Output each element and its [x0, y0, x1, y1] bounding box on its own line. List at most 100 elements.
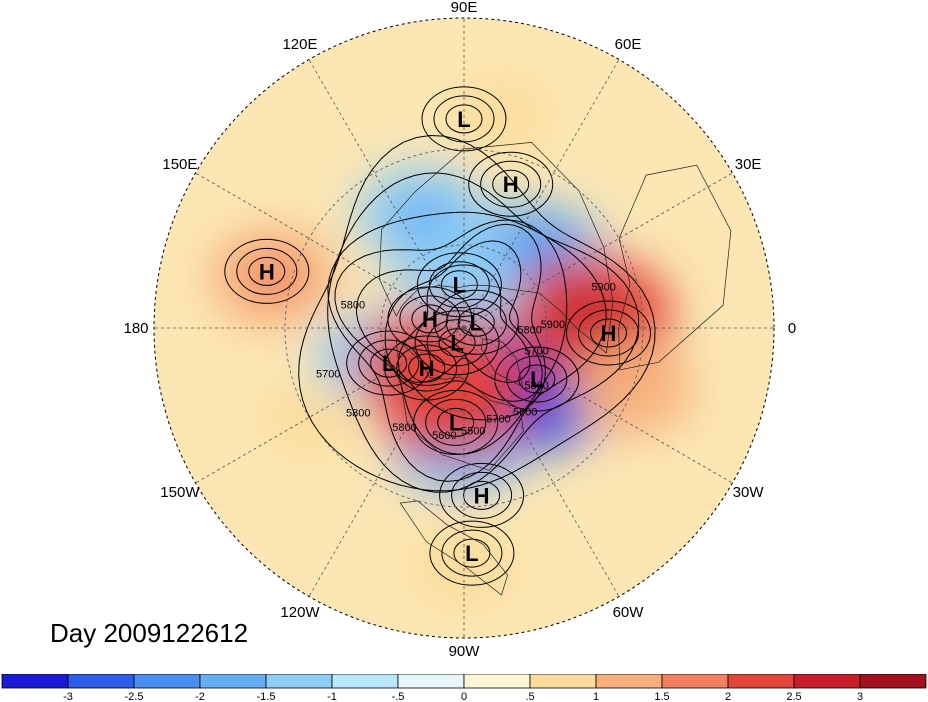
colorbar-tick-label: .5 — [525, 691, 534, 702]
coastline — [379, 142, 614, 354]
colorbar-tick-label: -1 — [327, 691, 337, 702]
closed-contour — [396, 344, 458, 392]
latitude-circle — [380, 244, 548, 412]
colorbar-swatch — [529, 674, 597, 689]
low-pressure-label: L — [465, 541, 478, 566]
meridian-line — [463, 59, 620, 329]
colorbar-swatch — [265, 674, 333, 689]
colorbar-swatch — [331, 674, 399, 689]
colorbar-tick-label: -3 — [63, 691, 73, 702]
closed-contour — [518, 364, 556, 394]
closed-contour — [346, 330, 432, 396]
colorbar-swatch — [793, 674, 861, 689]
colorbar-tick-label: 1 — [593, 691, 599, 702]
colorbar-tick-label: 0 — [461, 691, 467, 702]
contour-value-label: 5700 — [486, 414, 510, 426]
closed-contour — [384, 335, 470, 401]
contour-value-label: 5800 — [517, 325, 541, 337]
contour-value-label: 5600 — [432, 430, 456, 442]
map-boundary — [153, 17, 775, 639]
high-pressure-label: H — [259, 259, 275, 284]
colorbar-swatch — [199, 674, 267, 689]
closed-contour — [433, 289, 519, 355]
contour-labels: 5800570058005600570055005600580058005700… — [316, 282, 616, 443]
colorbar-swatch — [67, 674, 135, 689]
anomaly-blob — [450, 75, 553, 153]
contour-value-label: 5900 — [541, 319, 565, 331]
closed-contour — [578, 309, 639, 357]
closed-contour — [399, 295, 461, 343]
longitude-label: 30E — [735, 156, 762, 173]
height-contour — [397, 264, 531, 383]
high-pressure-label: H — [503, 172, 519, 197]
colorbar-tick-label: -.5 — [392, 691, 405, 702]
low-pressure-label: L — [382, 351, 395, 376]
closed-contour — [468, 151, 554, 217]
longitude-label: 120E — [282, 36, 317, 53]
closed-contour — [358, 339, 420, 387]
contour-value-label: 5500 — [461, 425, 485, 437]
longitude-label: 0 — [788, 320, 796, 337]
meridian-line — [463, 327, 733, 484]
closed-contour — [457, 307, 495, 337]
contour-value-label: 5800 — [392, 422, 416, 434]
coastline — [395, 339, 524, 471]
closed-contour — [426, 319, 488, 367]
colorbar-swatch — [595, 674, 663, 689]
high-pressure-label: H — [474, 483, 490, 508]
closed-contour — [445, 298, 507, 346]
longitude-label: 150W — [160, 484, 200, 501]
height-contours — [224, 86, 656, 586]
longitude-label: 30W — [733, 484, 765, 501]
colorbar-tick-label: -2.5 — [125, 691, 144, 702]
anomaly-core — [553, 288, 631, 346]
colorbar-swatch — [463, 674, 531, 689]
contour-value-label: 5900 — [591, 282, 615, 294]
meridian-line — [463, 172, 733, 329]
closed-contour — [408, 353, 446, 383]
colorbar-swatch — [1, 674, 69, 689]
closed-contour — [566, 300, 651, 366]
low-pressure-label: L — [450, 331, 463, 356]
meridian-line — [195, 327, 465, 484]
colorbar-swatch — [397, 674, 465, 689]
colorbar-swatch — [859, 674, 927, 689]
colorbar-tick-label: 3 — [857, 691, 863, 702]
closed-contour — [425, 398, 487, 446]
high-pressure-label: H — [601, 321, 617, 346]
colorbar-tick-label: 2.5 — [786, 691, 801, 702]
closed-contour — [438, 328, 476, 358]
longitude-label: 150E — [162, 156, 197, 173]
meridian-line — [463, 327, 620, 597]
colorbar-tick-label: 2 — [725, 691, 731, 702]
meridian-line — [308, 59, 465, 329]
closed-contour — [480, 160, 542, 208]
closed-contour — [492, 169, 530, 199]
closed-contour — [414, 310, 500, 376]
contour-value-label: 5600 — [513, 406, 537, 418]
colorbar-tick-label: -1.5 — [257, 691, 276, 702]
closed-contour — [451, 471, 513, 519]
contour-value-label: 5800 — [524, 380, 548, 392]
low-pressure-label: L — [453, 273, 466, 298]
closed-contour — [494, 346, 580, 412]
colorbar: -3 -2.5 -2 -1.5 -1 -.5 0 .5 1 1.5 2 2.5 3 — [1, 674, 927, 702]
colorbar-swatch — [727, 674, 795, 689]
height-contour — [298, 134, 656, 492]
contour-value-label: 5700 — [316, 368, 340, 380]
meridian-line — [195, 172, 465, 329]
longitude-label: 90W — [449, 643, 481, 660]
closed-contour — [463, 480, 501, 510]
latitude-circle — [284, 148, 644, 508]
longitude-label: 120W — [280, 604, 320, 621]
longitude-label: 60E — [615, 36, 642, 53]
closed-contour — [429, 520, 515, 586]
low-pressure-label: L — [457, 107, 470, 132]
colorbar-swatch — [661, 674, 729, 689]
coastline — [399, 500, 508, 596]
contour-value-label: 5800 — [346, 408, 370, 420]
longitude-label: 60W — [613, 604, 645, 621]
anomaly-core — [396, 338, 469, 393]
longitude-label: 90E — [451, 0, 478, 16]
